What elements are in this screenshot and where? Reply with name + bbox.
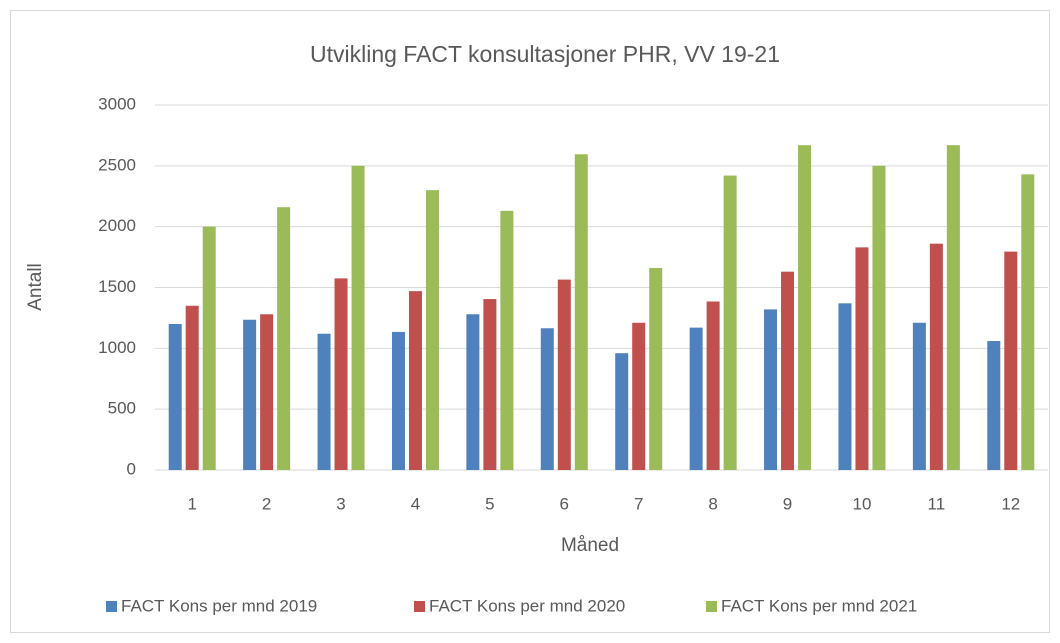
- bar: [781, 271, 795, 470]
- bar: [574, 154, 588, 470]
- bar: [987, 341, 1001, 470]
- y-tick-label: 1000: [98, 338, 136, 357]
- bar: [391, 331, 405, 470]
- bar: [649, 268, 663, 470]
- bar: [500, 210, 514, 470]
- bar: [615, 353, 629, 470]
- bar: [764, 309, 778, 470]
- bar: [260, 314, 274, 470]
- bar: [168, 324, 182, 470]
- x-tick-label: 12: [1001, 494, 1020, 513]
- y-axis-title: Antall: [25, 263, 46, 311]
- bar: [838, 303, 852, 470]
- x-tick-label: 4: [411, 494, 420, 513]
- chart-frame: [10, 10, 1050, 633]
- bar: [317, 333, 331, 470]
- bar: [425, 190, 439, 470]
- bar: [334, 278, 348, 470]
- x-tick-label: 7: [634, 494, 643, 513]
- x-tick-label: 5: [485, 494, 494, 513]
- bar: [929, 243, 943, 470]
- bar: [912, 322, 926, 470]
- legend-swatch: [414, 601, 425, 612]
- bar: [706, 301, 720, 470]
- bar: [277, 207, 291, 470]
- bar: [946, 145, 960, 470]
- bar: [855, 247, 869, 470]
- bar: [408, 291, 422, 470]
- x-tick-label: 10: [852, 494, 871, 513]
- x-tick-label: 3: [336, 494, 345, 513]
- y-tick-label: 0: [127, 459, 136, 478]
- legend-label: FACT Kons per mnd 2019: [121, 596, 317, 615]
- bar: [723, 175, 737, 471]
- y-tick-label: 1500: [98, 277, 136, 296]
- y-tick-label: 2000: [98, 216, 136, 235]
- bar: [689, 327, 703, 470]
- bar: [632, 322, 646, 470]
- x-tick-label: 8: [708, 494, 717, 513]
- bar: [243, 319, 257, 470]
- x-axis-title: Måned: [561, 535, 619, 556]
- legend-label: FACT Kons per mnd 2020: [429, 596, 625, 615]
- y-tick-label: 2500: [98, 155, 136, 174]
- chart-title: Utvikling FACT konsultasjoner PHR, VV 19…: [310, 41, 780, 67]
- legend-swatch: [706, 601, 717, 612]
- legend-swatch: [106, 601, 117, 612]
- x-tick-label: 2: [262, 494, 271, 513]
- bar: [185, 305, 199, 470]
- bar: [202, 226, 216, 470]
- bar: [540, 328, 554, 470]
- bar: [351, 165, 365, 471]
- bar: [872, 165, 886, 471]
- x-tick-label: 11: [928, 494, 946, 513]
- x-tick-label: 6: [560, 494, 569, 513]
- bar: [1021, 174, 1035, 470]
- y-tick-label: 500: [108, 399, 136, 418]
- x-tick-label: 9: [783, 494, 792, 513]
- y-tick-label: 3000: [98, 94, 136, 113]
- bar: [466, 314, 480, 470]
- bar: [798, 145, 812, 470]
- legend-label: FACT Kons per mnd 2021: [721, 596, 917, 615]
- x-tick-label: 1: [187, 494, 196, 513]
- bar: [483, 299, 497, 470]
- bar: [1004, 251, 1018, 470]
- bar: [557, 279, 571, 470]
